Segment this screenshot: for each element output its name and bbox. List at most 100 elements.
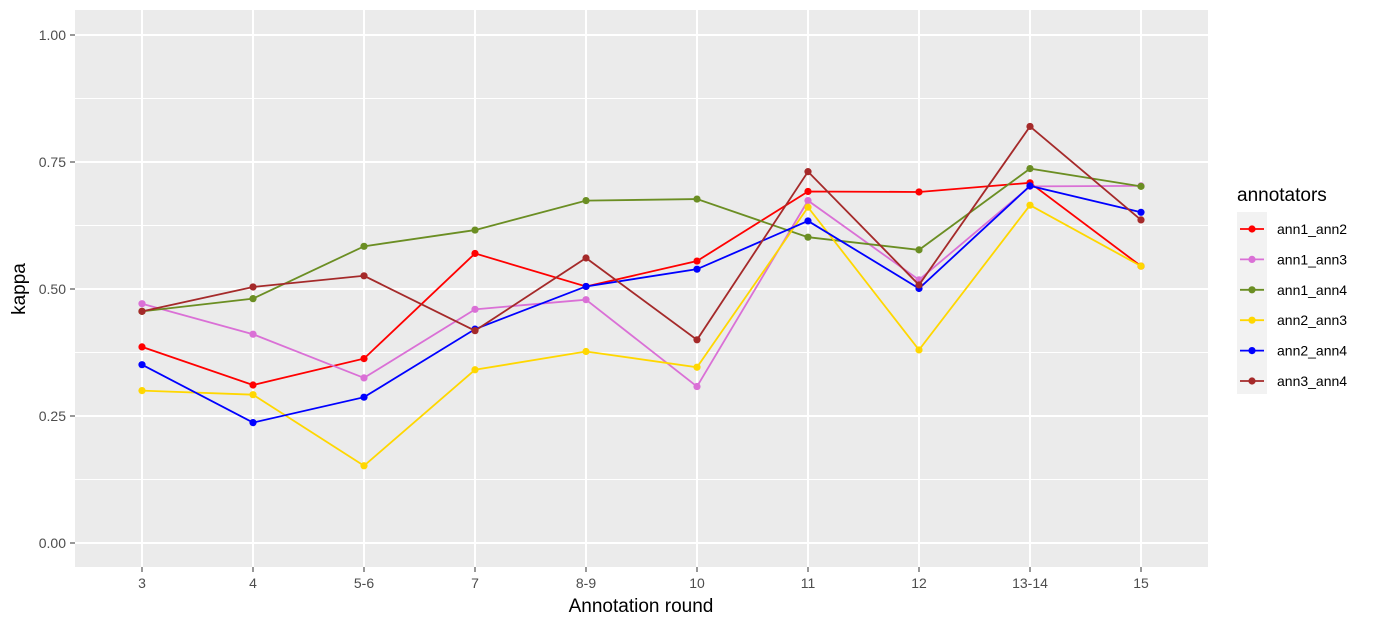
legend-key-point: [1248, 316, 1256, 324]
legend-item: ann3_ann4: [1240, 373, 1347, 389]
legend-key-point: [1248, 255, 1256, 263]
series-ann1_ann4: [138, 165, 1145, 315]
legend-key-point: [1248, 286, 1256, 294]
data-point: [249, 295, 257, 303]
data-point: [360, 462, 368, 470]
legend-item: ann1_ann3: [1240, 251, 1347, 267]
data-point: [1026, 182, 1034, 190]
series-layer: [138, 122, 1145, 470]
data-point: [249, 419, 257, 427]
series-line: [141, 184, 1142, 424]
data-point: [582, 254, 590, 262]
x-axis-ticks: 3 4 5-6 7 8-9 10 11 12 13-14 15: [138, 567, 1149, 591]
data-point: [804, 233, 812, 241]
y-tick-label: 0.25: [39, 408, 66, 424]
data-point: [360, 272, 368, 280]
data-point: [693, 265, 701, 273]
data-point: [1137, 182, 1145, 190]
data-point: [471, 366, 479, 374]
data-point: [804, 197, 812, 205]
legend-key-point: [1248, 225, 1256, 233]
data-point: [249, 391, 257, 399]
data-point: [138, 387, 146, 395]
data-point: [915, 281, 923, 289]
y-tick-label: 1.00: [39, 27, 66, 43]
legend-key-background: [1237, 212, 1267, 394]
y-axis-ticks: 0.00 0.25 0.50 0.75 1.00: [39, 27, 75, 551]
x-tick-label: 15: [1133, 575, 1149, 591]
data-point: [915, 188, 923, 196]
data-point: [1137, 216, 1145, 224]
data-point: [360, 354, 368, 363]
data-point: [1137, 208, 1145, 216]
data-point: [249, 330, 257, 338]
data-point: [804, 217, 812, 225]
data-point: [360, 393, 368, 401]
data-point: [471, 305, 479, 313]
x-tick-label: 12: [911, 575, 927, 591]
y-tick-label: 0.75: [39, 154, 66, 170]
data-point: [138, 361, 146, 369]
legend-key-point: [1248, 347, 1256, 355]
x-axis-title: Annotation round: [569, 596, 714, 617]
data-point: [582, 197, 590, 205]
data-point: [1026, 201, 1034, 209]
data-point: [582, 347, 590, 356]
data-point: [693, 382, 701, 391]
minor-gridlines: [75, 98, 1208, 480]
series-line: [141, 184, 1142, 388]
data-point: [1026, 165, 1034, 173]
data-point: [1026, 122, 1034, 131]
x-tick-label: 3: [138, 575, 146, 591]
data-point: [249, 381, 257, 389]
legend-label: ann1_ann3: [1277, 251, 1347, 267]
data-point: [804, 203, 812, 211]
legend-label: ann1_ann4: [1277, 282, 1347, 298]
data-point: [582, 282, 590, 291]
y-tick-label: 0.50: [39, 281, 66, 297]
series-line: [141, 181, 1142, 386]
legend-title: annotators: [1237, 185, 1327, 206]
data-point: [471, 327, 479, 335]
series-ann2_ann3: [138, 201, 1145, 470]
data-point: [1137, 262, 1145, 270]
data-point: [471, 249, 479, 258]
x-tick-label: 11: [801, 575, 816, 591]
x-tick-label: 4: [249, 575, 257, 591]
legend-item: ann2_ann3: [1240, 312, 1347, 328]
legend: annotators ann1_ann2 ann1_ann3 ann1_ann4an…: [1237, 185, 1347, 394]
data-point: [804, 187, 812, 196]
data-point: [582, 296, 590, 304]
data-point: [915, 246, 923, 254]
data-point: [249, 283, 257, 291]
legend-item: ann2_ann4: [1240, 343, 1347, 359]
y-axis-title: kappa: [9, 263, 30, 315]
data-point: [693, 195, 701, 203]
legend-label: ann1_ann2: [1277, 221, 1347, 237]
series-ann2_ann4: [138, 182, 1145, 427]
data-point: [915, 346, 923, 354]
data-point: [360, 242, 368, 250]
legend-label: ann2_ann3: [1277, 312, 1347, 328]
data-point: [693, 257, 701, 265]
data-point: [138, 300, 146, 308]
legend-label: ann2_ann4: [1277, 343, 1347, 359]
y-tick-label: 0.00: [39, 535, 66, 551]
data-point: [804, 168, 812, 176]
data-point: [471, 226, 479, 234]
data-point: [138, 343, 146, 351]
x-tick-label: 13-14: [1012, 575, 1048, 591]
data-point: [138, 307, 146, 315]
data-point: [693, 336, 701, 344]
series-ann3_ann4: [138, 122, 1145, 344]
legend-item: ann1_ann2: [1240, 221, 1347, 237]
data-point: [360, 374, 368, 382]
legend-item: ann1_ann4: [1240, 282, 1347, 298]
series-line: [141, 204, 1142, 467]
series-line: [141, 167, 1142, 313]
legend-key-point: [1248, 377, 1256, 385]
x-tick-label: 7: [471, 575, 479, 591]
data-point: [693, 363, 701, 371]
x-tick-label: 5-6: [354, 575, 374, 591]
legend-label: ann3_ann4: [1277, 373, 1347, 389]
